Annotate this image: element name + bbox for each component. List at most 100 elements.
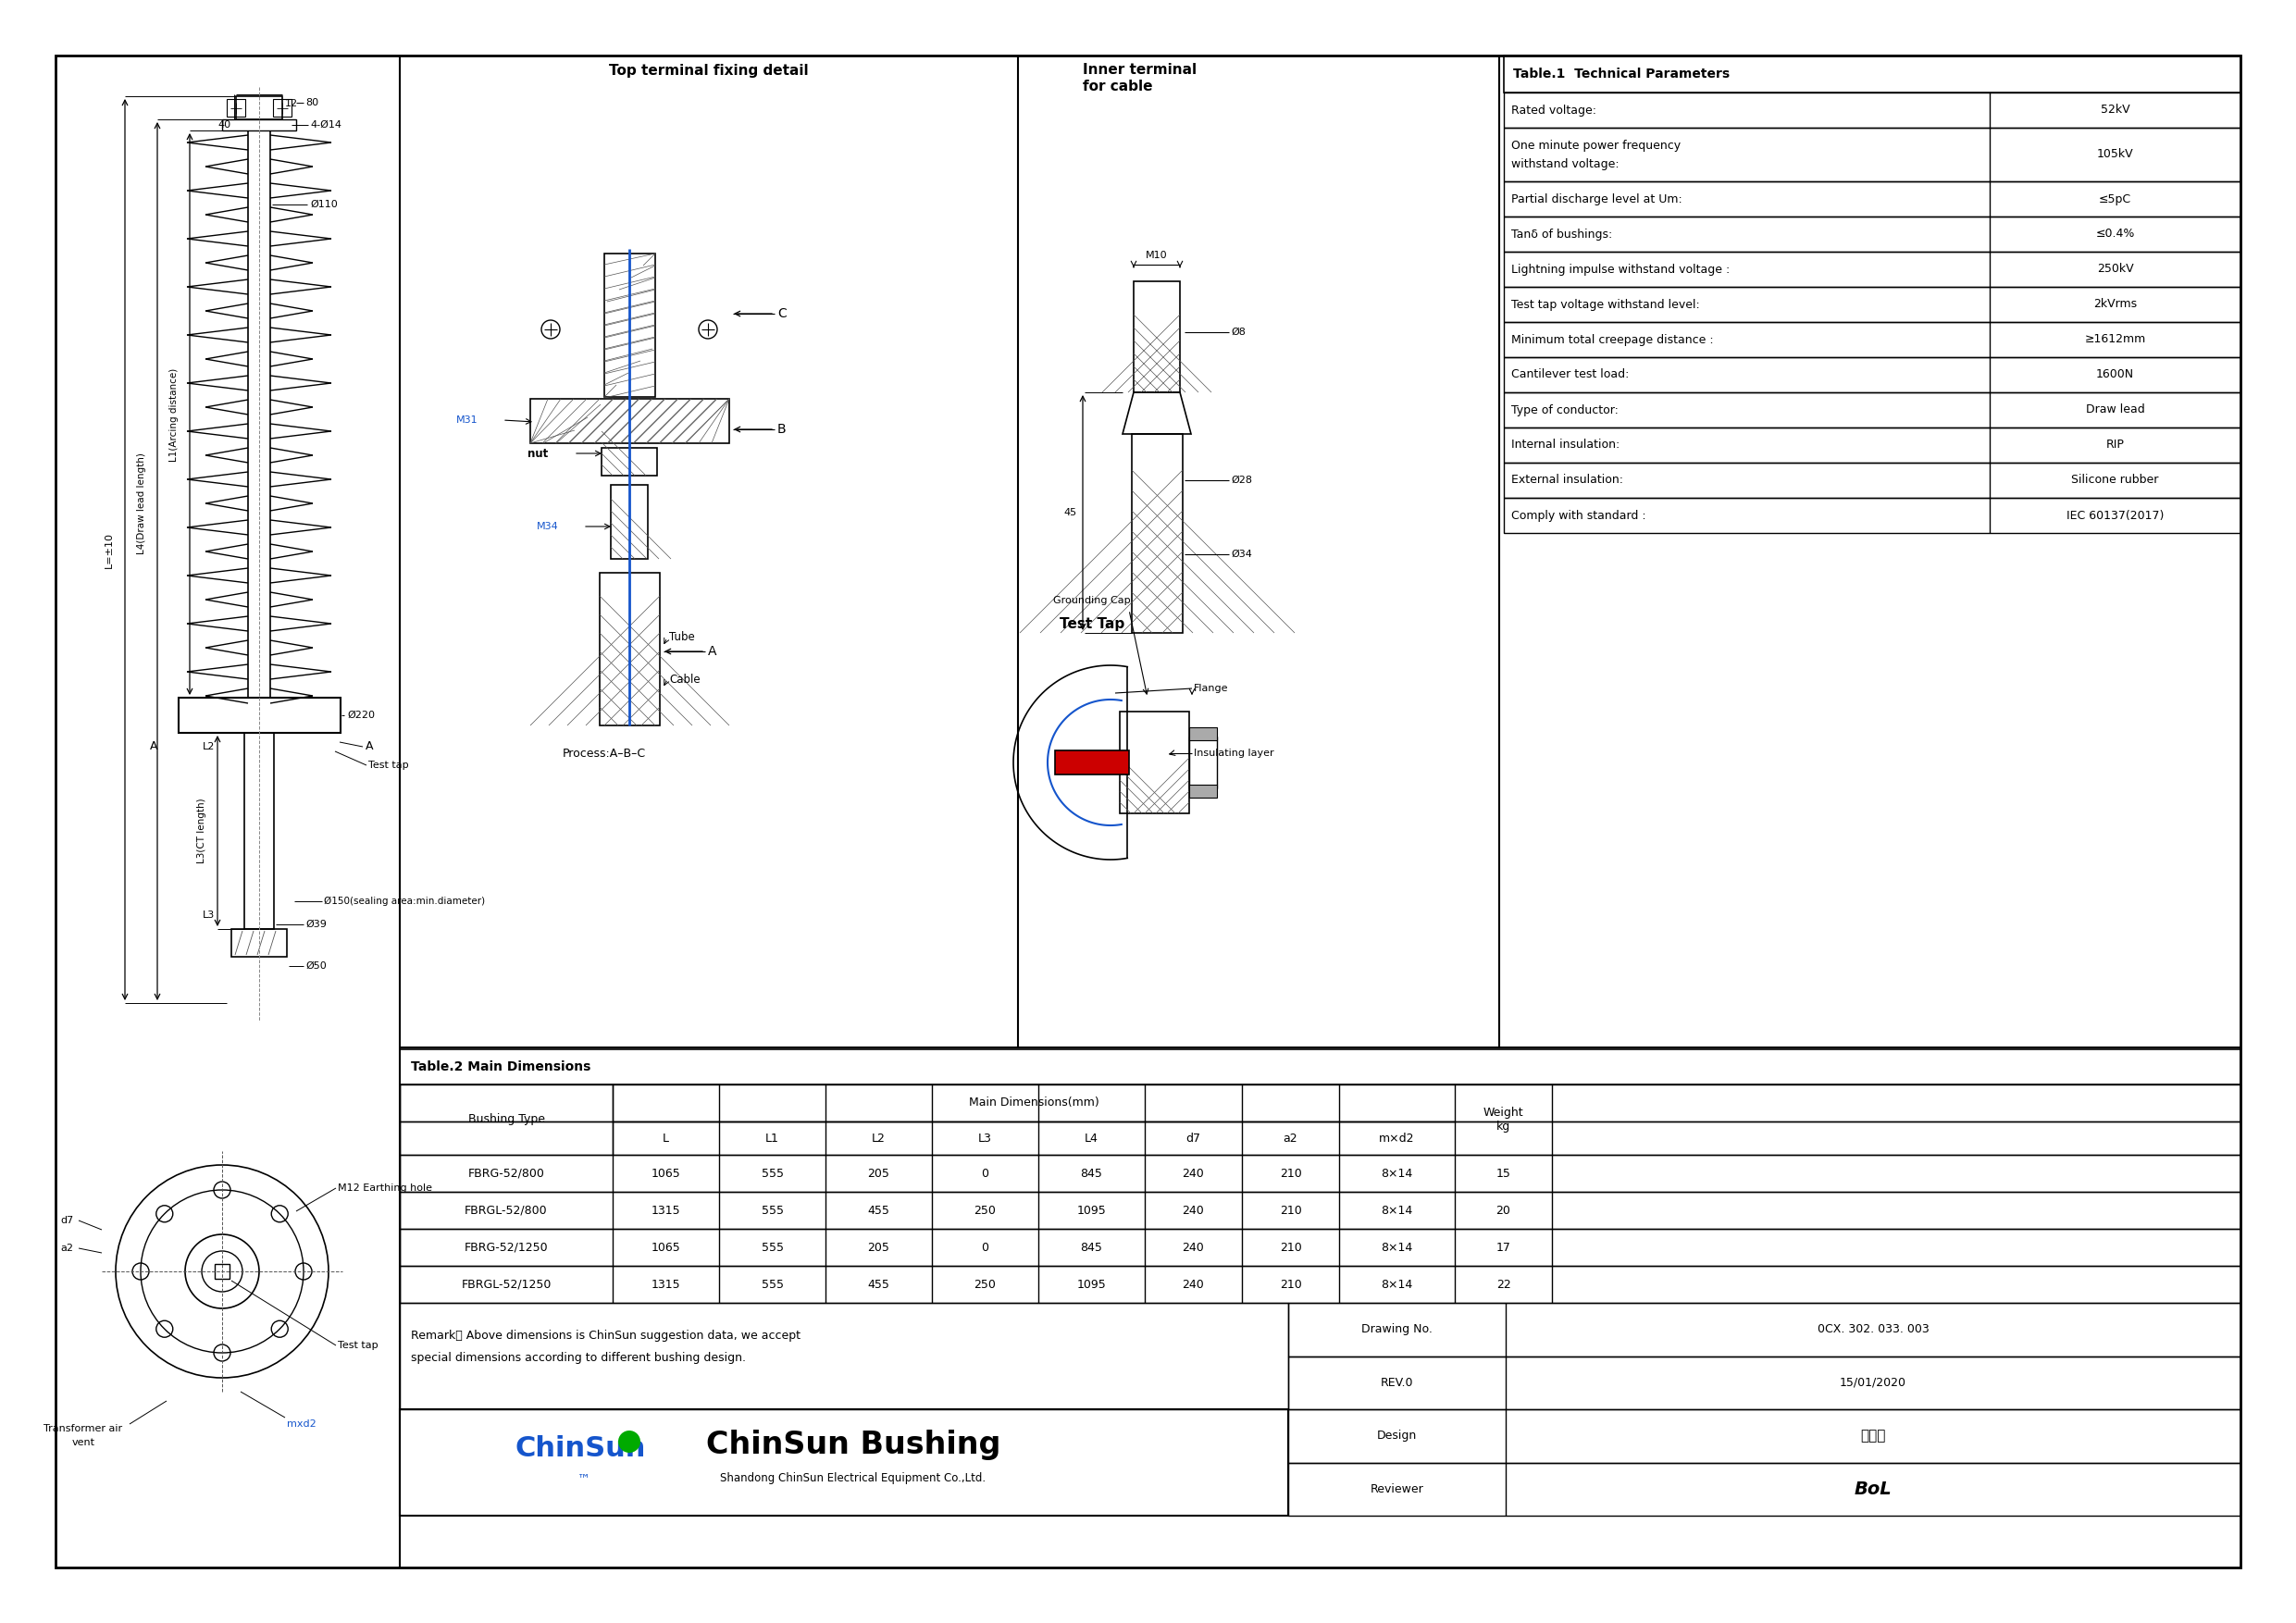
Text: Comply with standard :: Comply with standard : <box>1511 510 1646 521</box>
Bar <box>1054 750 1130 774</box>
Text: d7: d7 <box>60 1216 73 1225</box>
Bar <box>1504 321 2241 357</box>
Text: Reviewer: Reviewer <box>1371 1483 1424 1495</box>
Text: Shandong ChinSun Electrical Equipment Co.,Ltd.: Shandong ChinSun Electrical Equipment Co… <box>721 1472 985 1485</box>
Bar <box>232 928 287 958</box>
Text: 20: 20 <box>1497 1204 1511 1216</box>
Text: 250: 250 <box>974 1204 996 1216</box>
Text: Silicone rubber: Silicone rubber <box>2071 474 2158 487</box>
Text: Minimum total creepage distance :: Minimum total creepage distance : <box>1511 334 1713 346</box>
Text: BoL: BoL <box>1855 1480 1892 1498</box>
Bar <box>216 1264 230 1279</box>
Text: nut: nut <box>528 448 549 459</box>
Text: 210: 210 <box>1279 1167 1302 1180</box>
Text: 80: 80 <box>305 97 319 107</box>
Text: ≤5pC: ≤5pC <box>2099 193 2131 204</box>
Bar <box>1504 93 2241 128</box>
Text: ChinSun: ChinSun <box>514 1435 645 1462</box>
Bar <box>1504 252 2241 287</box>
Text: 1065: 1065 <box>652 1167 680 1180</box>
Text: M34: M34 <box>537 523 558 531</box>
Text: a2: a2 <box>1283 1133 1297 1144</box>
Text: Process:A–B–C: Process:A–B–C <box>563 747 645 760</box>
Text: 8×14: 8×14 <box>1382 1167 1412 1180</box>
Text: 孔宪波: 孔宪波 <box>1860 1428 1885 1443</box>
Text: for cable: for cable <box>1084 80 1153 94</box>
Text: 15: 15 <box>1497 1167 1511 1180</box>
Bar <box>1504 55 2241 93</box>
Text: Ø150(sealing area:min.diameter): Ø150(sealing area:min.diameter) <box>324 896 484 906</box>
Text: 8×14: 8×14 <box>1382 1204 1412 1216</box>
Text: One minute power frequency: One minute power frequency <box>1511 140 1681 151</box>
Text: 105kV: 105kV <box>2096 149 2133 161</box>
Text: Design: Design <box>1378 1430 1417 1441</box>
Text: 1095: 1095 <box>1077 1204 1107 1216</box>
Text: 8×14: 8×14 <box>1382 1279 1412 1290</box>
Bar <box>243 734 273 928</box>
Text: FBRG-52/1250: FBRG-52/1250 <box>464 1242 549 1253</box>
Bar <box>1132 433 1182 633</box>
Bar <box>1189 784 1217 797</box>
Text: 240: 240 <box>1182 1279 1205 1290</box>
Text: a2: a2 <box>60 1243 73 1253</box>
Text: RIP: RIP <box>2105 440 2124 451</box>
Text: 555: 555 <box>762 1279 783 1290</box>
Text: Top terminal fixing detail: Top terminal fixing detail <box>608 63 808 78</box>
Text: 205: 205 <box>868 1242 891 1253</box>
Text: 1065: 1065 <box>652 1242 680 1253</box>
Text: Cable: Cable <box>668 674 700 685</box>
Text: Ø28: Ø28 <box>1231 476 1251 485</box>
Bar <box>400 1191 2241 1229</box>
Text: 15/01/2020: 15/01/2020 <box>1839 1376 1906 1389</box>
Text: L2: L2 <box>872 1133 886 1144</box>
Text: 845: 845 <box>1081 1242 1102 1253</box>
Text: REV.0: REV.0 <box>1380 1376 1414 1389</box>
Text: 12: 12 <box>285 99 298 109</box>
Text: Drawing No.: Drawing No. <box>1362 1323 1433 1336</box>
Text: L4(Draw lead length): L4(Draw lead length) <box>138 453 147 553</box>
Text: 555: 555 <box>762 1204 783 1216</box>
Bar <box>602 448 657 476</box>
Text: 17: 17 <box>1497 1242 1511 1253</box>
Bar <box>236 96 282 120</box>
Bar <box>1504 498 2241 532</box>
Text: Main Dimensions(mm): Main Dimensions(mm) <box>969 1097 1100 1109</box>
Text: Remark： Above dimensions is ChinSun suggestion data, we accept: Remark： Above dimensions is ChinSun sugg… <box>411 1329 801 1341</box>
Text: 0CX. 302. 033. 003: 0CX. 302. 033. 003 <box>1816 1323 1929 1336</box>
Text: Cantilever test load:: Cantilever test load: <box>1511 368 1630 381</box>
Text: Internal insulation:: Internal insulation: <box>1511 440 1619 451</box>
Text: 1095: 1095 <box>1077 1279 1107 1290</box>
Bar <box>604 253 654 398</box>
Text: C: C <box>778 307 788 320</box>
Text: 1315: 1315 <box>652 1204 680 1216</box>
Text: Test tap: Test tap <box>367 761 409 769</box>
Text: 455: 455 <box>868 1279 891 1290</box>
Text: Insulating layer: Insulating layer <box>1194 748 1274 758</box>
Bar <box>273 99 292 117</box>
Bar <box>1120 711 1189 813</box>
Text: special dimensions according to different bushing design.: special dimensions according to differen… <box>411 1352 746 1365</box>
Text: Tube: Tube <box>668 631 696 644</box>
Text: Test Tap: Test Tap <box>1061 617 1125 631</box>
Text: 40: 40 <box>218 120 232 130</box>
Text: Ø50: Ø50 <box>305 961 326 971</box>
Text: 2kVrms: 2kVrms <box>2094 299 2138 310</box>
Text: 555: 555 <box>762 1242 783 1253</box>
Bar <box>400 1266 2241 1303</box>
Text: A: A <box>149 740 158 753</box>
Text: M10: M10 <box>1146 252 1169 260</box>
Bar <box>400 1229 2241 1266</box>
Text: Weight
kg: Weight kg <box>1483 1107 1525 1133</box>
Text: Transformer air: Transformer air <box>44 1423 122 1433</box>
Text: B: B <box>778 424 785 437</box>
Text: 1600N: 1600N <box>2096 368 2133 381</box>
Text: 250kV: 250kV <box>2096 263 2133 276</box>
Text: Bushing Type: Bushing Type <box>468 1113 544 1126</box>
Text: IEC 60137(2017): IEC 60137(2017) <box>2066 510 2163 521</box>
Text: 0: 0 <box>980 1242 990 1253</box>
Text: FBRGL-52/800: FBRGL-52/800 <box>464 1204 549 1216</box>
Text: FBRG-52/800: FBRG-52/800 <box>468 1167 544 1180</box>
Text: L=±10: L=±10 <box>106 532 115 568</box>
Text: 45: 45 <box>1063 508 1077 518</box>
Text: 845: 845 <box>1081 1167 1102 1180</box>
